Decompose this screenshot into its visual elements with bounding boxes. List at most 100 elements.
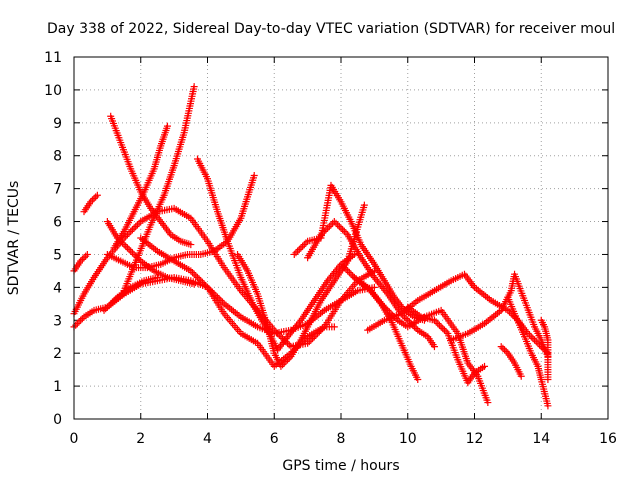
data-point-marker [187,267,195,275]
data-point-marker [135,219,143,227]
data-point-marker [350,250,358,258]
data-point-marker [544,376,552,384]
x-axis-label: GPS time / hours [282,458,399,474]
data-point-marker [337,224,345,232]
data-point-marker [305,338,313,346]
data-point-marker [153,273,161,281]
data-point-marker [128,226,136,234]
data-point-marker [292,344,300,352]
data-point-marker [127,227,135,235]
data-point-marker [130,224,138,232]
data-point-marker [307,336,315,344]
data-marks [70,83,552,410]
data-point-marker [108,298,116,306]
data-point-marker [295,246,303,254]
data-point-marker [302,239,310,247]
grid [74,57,608,419]
data-point-marker [544,402,552,410]
data-point-marker [123,244,131,252]
series-track-f [110,122,171,252]
data-point-marker [440,326,448,334]
series-track-k [193,155,358,354]
data-point-marker [274,329,282,337]
data-point-marker [290,346,298,354]
series-track-w [537,316,552,384]
data-point-marker [302,334,310,342]
data-point-marker [342,265,350,273]
data-point-marker [82,252,90,260]
data-point-marker [195,275,203,283]
data-point-marker [370,283,378,291]
data-point-marker [73,320,81,328]
data-point-marker [107,300,115,308]
data-point-marker [527,333,535,341]
series-track-o [290,181,428,324]
data-point-marker [437,323,445,331]
data-point-marker [499,344,507,352]
data-point-marker [277,333,285,341]
data-point-marker [132,252,140,260]
x-tick-label: 16 [599,431,617,447]
data-point-marker [250,171,258,179]
data-point-marker [325,222,333,230]
data-point-marker [297,244,305,252]
y-axis-label: SDTVAR / TECUs [6,181,22,296]
x-tick-label: 6 [270,431,279,447]
data-point-marker [352,275,360,283]
data-point-marker [80,254,88,262]
x-tick-label: 12 [466,431,484,447]
data-point-marker [133,221,141,229]
data-point-marker [430,343,438,351]
chart-title: Day 338 of 2022, Sidereal Day-to-day VTE… [47,21,615,37]
series-track-u [504,293,552,410]
data-point-marker [100,306,108,314]
data-point-marker [294,247,302,255]
data-point-marker [75,318,83,326]
data-point-marker [529,334,537,342]
data-point-marker [190,270,198,278]
data-point-marker [192,272,200,280]
data-point-marker [484,399,492,407]
data-point-marker [404,316,412,324]
data-point-marker [87,198,95,206]
data-point-marker [531,336,539,344]
data-point-marker [193,273,201,281]
data-point-marker [105,301,113,309]
data-point-marker [344,267,352,275]
data-point-marker [412,325,420,332]
data-point-marker [385,308,393,316]
data-point-marker [345,269,353,277]
data-point-marker [347,270,355,278]
data-point-marker [501,346,509,354]
series-track-h [103,218,198,288]
y-tick-label: 5 [53,247,62,263]
data-point-marker [442,328,450,336]
data-point-marker [125,229,133,237]
series-track-s [404,303,489,387]
data-point-marker [83,250,91,258]
data-point-marker [127,247,135,255]
data-point-marker [103,303,111,311]
data-point-marker [524,329,532,337]
data-point-marker [340,227,348,235]
data-point-marker [339,226,347,234]
y-tick-label: 10 [44,83,62,99]
data-point-marker [113,234,121,242]
data-point-marker [78,255,86,263]
y-tick-label: 3 [53,313,62,329]
data-point-marker [123,231,131,239]
series-track-q [340,264,492,407]
data-point-marker [188,269,196,277]
data-point-marker [327,221,335,229]
data-point-marker [332,219,340,227]
data-point-marker [360,201,368,209]
data-point-marker [439,325,447,332]
data-point-marker [330,323,338,331]
data-point-marker [532,338,540,346]
data-point-marker [197,277,205,285]
data-point-marker [77,316,85,324]
data-point-marker [110,297,118,305]
data-point-marker [300,241,308,249]
y-tick-label: 1 [53,379,62,395]
